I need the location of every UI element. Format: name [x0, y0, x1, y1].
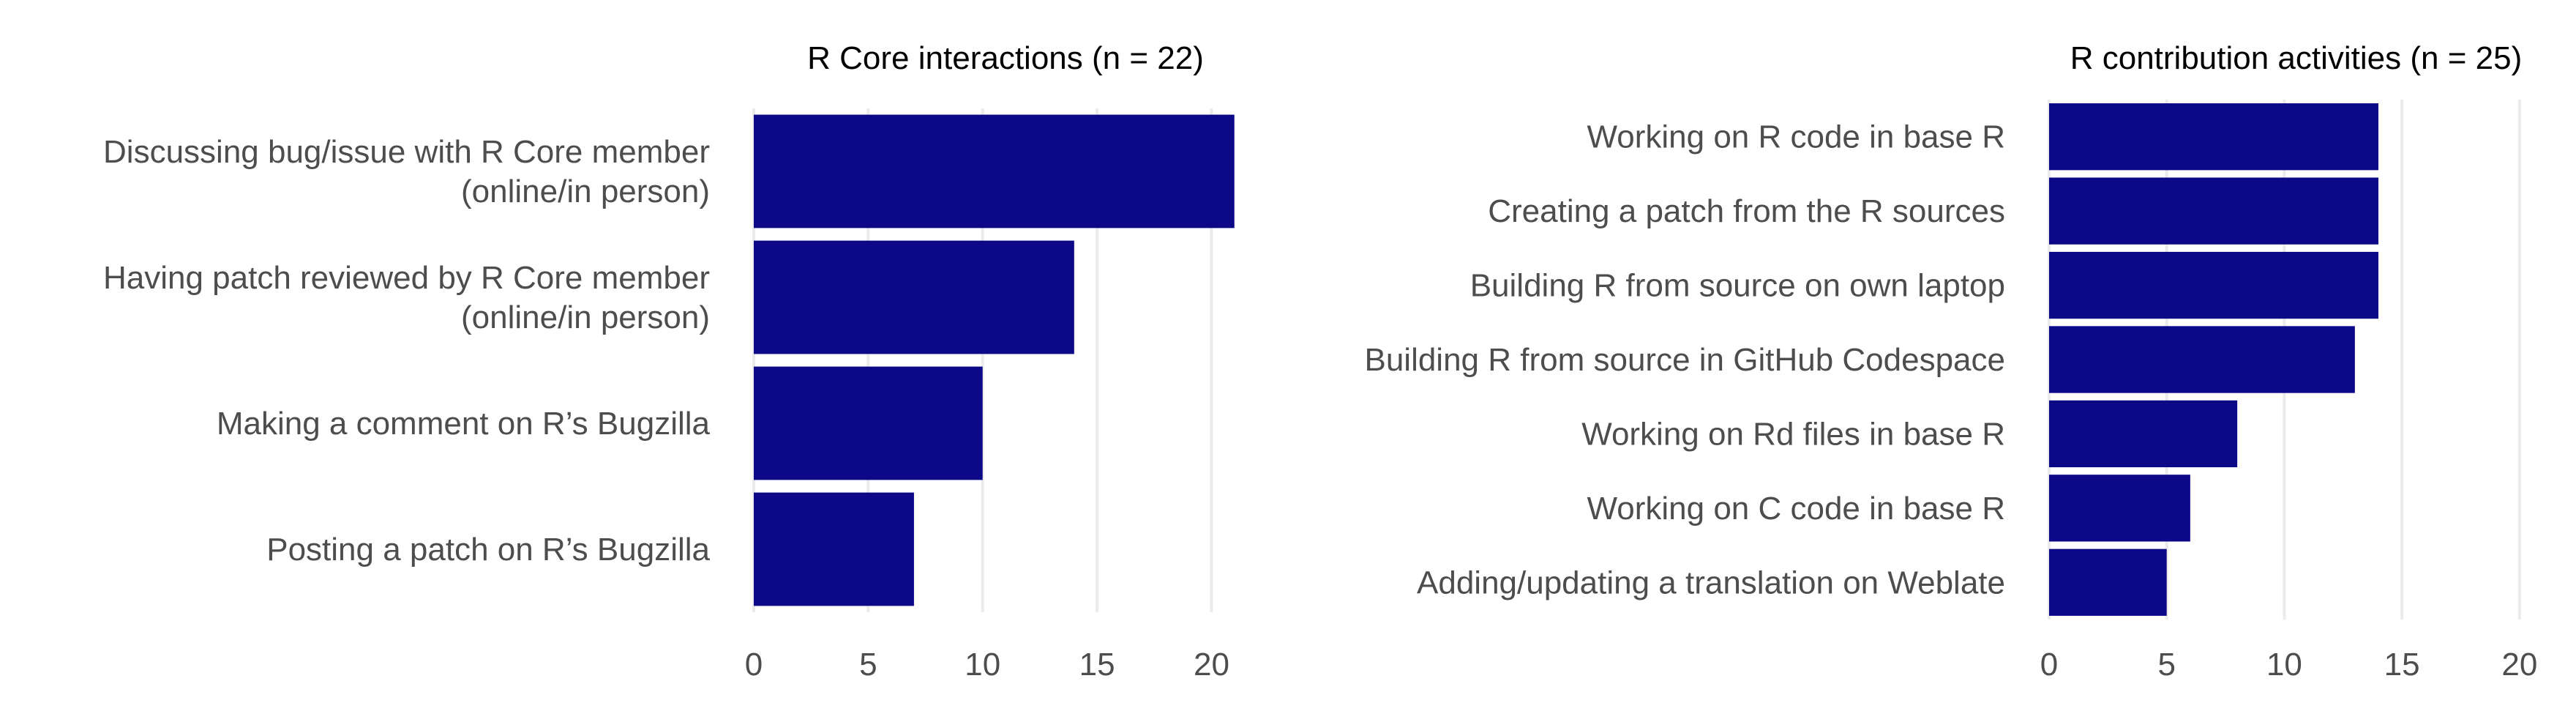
bar-working-on-r-code-in-base-r [2049, 103, 2378, 171]
category-label: Having patch reviewed by R Core member [103, 260, 710, 296]
bar-having-patch-reviewed-by-r-core-member [754, 240, 1074, 354]
x-tick-label: 5 [859, 647, 877, 682]
r-contribution-activities-chart: R contribution activities (n = 25) Worki… [1364, 40, 2537, 682]
bar-working-on-c-code-in-base-r [2049, 475, 2190, 542]
category-label: Adding/updating a translation on Weblate [1417, 565, 2005, 600]
x-tick-label: 20 [2501, 647, 2537, 682]
bar-layer [754, 114, 1235, 606]
category-label: Working on R code in base R [1587, 119, 2005, 155]
category-label: Creating a patch from the R sources [1488, 193, 2005, 229]
category-label: Working on Rd files in base R [1581, 416, 2005, 452]
bar-posting-a-patch-on-r-s-bugzilla [754, 492, 914, 606]
category-label: Working on C code in base R [1587, 491, 2005, 527]
x-tick-label: 10 [2266, 647, 2302, 682]
bar-discussing-bug-issue-with-r-core-member [754, 114, 1235, 228]
x-tick-label: 15 [1079, 647, 1115, 682]
bar-layer [2049, 103, 2378, 616]
category-label: Discussing bug/issue with R Core member [103, 134, 710, 170]
category-labels: Working on R code in base R Creating a pa… [1364, 119, 2005, 601]
category-label: (online/in person) [461, 300, 710, 335]
chart-title: R Core interactions (n = 22) [807, 40, 1204, 76]
bar-making-a-comment-on-r-s-bugzilla [754, 366, 983, 480]
x-tick-label: 15 [2384, 647, 2420, 682]
category-label: Making a comment on R’s Bugzilla [217, 406, 711, 442]
x-tick-label: 0 [745, 647, 763, 682]
category-label: (online/in person) [461, 174, 710, 209]
category-label: Building R from source on own laptop [1470, 268, 2005, 304]
x-tick-label: 0 [2040, 647, 2058, 682]
bar-creating-a-patch-from-the-r-sources [2049, 177, 2378, 245]
chart-title: R contribution activities (n = 25) [2070, 40, 2523, 76]
bar-building-r-from-source-in-github-codespace [2049, 326, 2355, 393]
x-axis-ticks: 0 5 10 15 20 [745, 647, 1229, 682]
bar-adding-updating-a-translation-on-weblate [2049, 548, 2167, 616]
x-tick-label: 5 [2157, 647, 2175, 682]
category-label: Building R from source in GitHub Codespa… [1364, 342, 2005, 378]
x-axis-ticks: 0 5 10 15 20 [2040, 647, 2538, 682]
bar-working-on-rd-files-in-base-r [2049, 400, 2238, 468]
category-label: Posting a patch on R’s Bugzilla [266, 532, 710, 568]
x-tick-label: 10 [965, 647, 1000, 682]
bar-building-r-from-source-on-own-laptop [2049, 251, 2378, 319]
category-labels: Discussing bug/issue with R Core member (… [103, 134, 711, 568]
x-tick-label: 20 [1194, 647, 1229, 682]
r-core-interactions-chart: R Core interactions (n = 22) Discussing … [103, 40, 1235, 682]
